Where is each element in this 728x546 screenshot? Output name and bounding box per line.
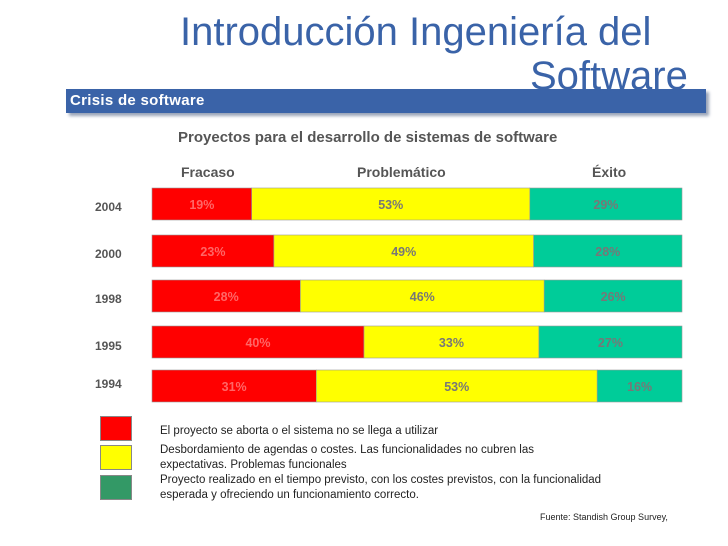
bar-label-2000-2: 28% bbox=[595, 245, 620, 259]
legend-swatch-problematico bbox=[100, 445, 132, 470]
section-banner: Crisis de software bbox=[66, 89, 706, 113]
bar-label-1998-2: 26% bbox=[601, 290, 626, 304]
bar-1995-0 bbox=[151, 325, 365, 359]
bar-1995-2 bbox=[538, 325, 683, 359]
bar-label-1998-1: 46% bbox=[410, 290, 435, 304]
bar-label-2004-0: 19% bbox=[189, 198, 214, 212]
bar-2004-0 bbox=[151, 187, 253, 221]
slide-title-line1: Introducción Ingeniería del bbox=[180, 10, 652, 54]
bar-label-1998-0: 28% bbox=[214, 290, 239, 304]
legend-swatch-exito bbox=[100, 475, 132, 500]
bar-label-1994-1: 53% bbox=[444, 380, 469, 394]
bar-label-1995-2: 27% bbox=[598, 336, 623, 350]
bar-2004-1 bbox=[251, 187, 531, 221]
bar-label-2004-1: 53% bbox=[378, 198, 403, 212]
legend-header-exito: Éxito bbox=[592, 164, 627, 180]
bar-2000-0 bbox=[151, 234, 275, 268]
bar-1998-0 bbox=[151, 279, 301, 313]
bar-2000-1 bbox=[273, 234, 534, 268]
year-label-1994: 1994 bbox=[95, 377, 122, 391]
bar-1998-2 bbox=[543, 279, 683, 313]
bar-label-1995-1: 33% bbox=[439, 336, 464, 350]
year-label-2000: 2000 bbox=[95, 247, 122, 261]
legend-text-problematico: Desbordamiento de agendas o costes. Las … bbox=[160, 444, 534, 471]
bar-1998-1 bbox=[300, 279, 545, 313]
source-note: Fuente: Standish Group Survey, bbox=[540, 512, 668, 522]
bar-label-1994-0: 31% bbox=[222, 380, 247, 394]
bar-2004-2 bbox=[529, 187, 683, 221]
legend-header-problematico: Problemático bbox=[357, 164, 446, 180]
bar-1994-2 bbox=[596, 369, 683, 403]
slide-title: Introducción Ingeniería del Software bbox=[180, 10, 710, 98]
bar-2000-2 bbox=[533, 234, 683, 268]
year-label-2004: 2004 bbox=[95, 200, 122, 214]
bar-label-1995-0: 40% bbox=[245, 336, 270, 350]
bar-1994-0 bbox=[151, 369, 317, 403]
bar-1994-1 bbox=[315, 369, 598, 403]
bar-label-2000-1: 49% bbox=[391, 245, 416, 259]
section-banner-text: Crisis de software bbox=[70, 92, 205, 109]
legend-header-fracaso: Fracaso bbox=[181, 164, 235, 180]
bar-label-2000-0: 23% bbox=[200, 245, 225, 259]
bar-label-2004-2: 29% bbox=[593, 198, 618, 212]
year-label-1998: 1998 bbox=[95, 292, 122, 306]
legend-swatch-fracaso bbox=[100, 416, 132, 441]
bar-label-1994-2: 16% bbox=[627, 380, 652, 394]
legend-text-exito: Proyecto realizado en el tiempo previsto… bbox=[160, 474, 602, 501]
year-label-1995: 1995 bbox=[95, 339, 122, 353]
legend-text-fracaso: El proyecto se aborta o el sistema no se… bbox=[160, 425, 439, 437]
chart-title: Proyectos para el desarrollo de sistemas… bbox=[178, 129, 558, 146]
